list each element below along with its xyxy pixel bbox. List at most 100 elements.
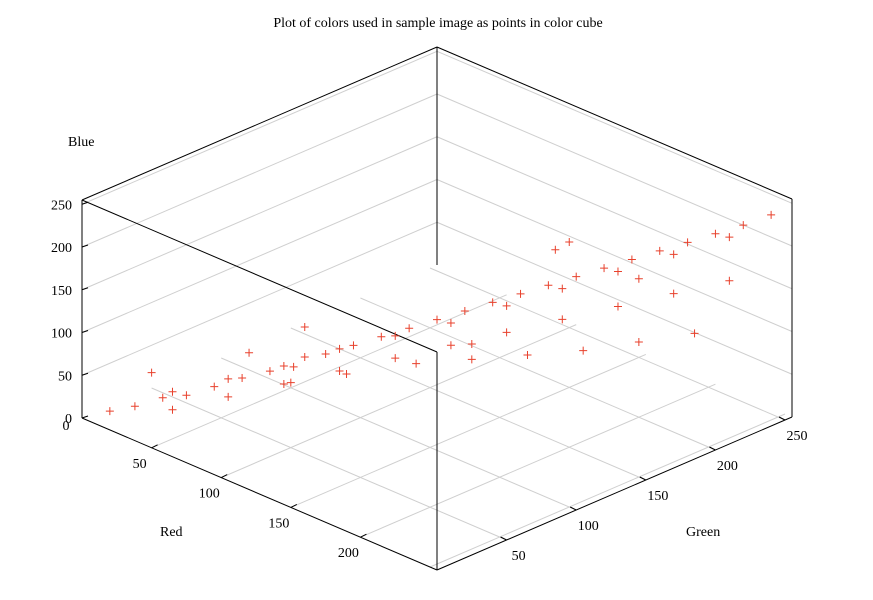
data-point: [300, 353, 309, 362]
data-point: [265, 367, 274, 376]
data-point: [238, 374, 247, 383]
top-back-right-line: [436, 46, 793, 200]
data-point: [725, 233, 734, 242]
green-tick-mark: [778, 416, 786, 421]
green-tick-label: 50: [512, 549, 526, 564]
grid-line-blue-left: [81, 93, 438, 248]
grid-line-blue-right: [436, 221, 793, 375]
data-point: [168, 387, 177, 396]
data-point: [224, 392, 233, 401]
grid-line-floor-red: [151, 294, 507, 449]
data-point: [279, 362, 288, 370]
grid-line-blue-left: [81, 136, 438, 291]
data-point: [405, 324, 414, 333]
z-tick-mark: [81, 201, 89, 205]
grid-line-blue-left: [81, 221, 438, 376]
grid-line-floor-red: [221, 324, 577, 479]
data-point: [558, 315, 567, 324]
data-point: [335, 344, 344, 353]
red-tick-label: 150: [268, 516, 289, 531]
data-point: [391, 331, 400, 340]
grid-line-blue-left: [81, 50, 438, 205]
data-point: [224, 374, 233, 383]
red-tick-label: 200: [338, 546, 359, 561]
z-tick-label: 0: [65, 412, 72, 427]
data-point: [446, 319, 455, 328]
data-point: [488, 298, 497, 307]
z-tick-mark: [81, 287, 89, 291]
x-axis-label: Red: [160, 525, 183, 540]
green-tick-label: 150: [647, 489, 668, 504]
z-tick-mark: [81, 415, 89, 419]
z-tick-label: 100: [51, 327, 72, 342]
red-tick-label: 50: [133, 457, 147, 472]
grid-line-floor-green: [290, 327, 647, 481]
data-point: [669, 289, 678, 298]
grid-line-blue-right: [436, 179, 793, 332]
red-tick-mark: [151, 444, 158, 449]
grid-line-blue-left: [81, 179, 438, 333]
data-point: [342, 370, 351, 379]
grid-line-floor-green: [151, 387, 507, 541]
data-point: [335, 367, 344, 376]
green-tick-mark: [569, 506, 577, 511]
data-point: [502, 301, 511, 310]
z-tick-mark: [81, 330, 89, 333]
data-point: [544, 281, 553, 290]
data-point: [572, 272, 581, 281]
data-point: [634, 338, 643, 346]
grid-line-blue-right: [436, 50, 793, 204]
red-tick-mark: [360, 533, 367, 538]
data-point: [158, 393, 167, 402]
data-point: [321, 349, 330, 358]
red-axis-line: [81, 417, 438, 571]
z-axis-label: Blue: [68, 135, 94, 150]
data-point: [349, 341, 358, 350]
data-point: [683, 238, 692, 247]
data-point: [690, 329, 699, 338]
data-point: [467, 339, 476, 348]
data-point: [613, 302, 622, 311]
data-point: [147, 368, 156, 377]
data-point: [377, 332, 386, 341]
data-point: [558, 284, 567, 293]
data-point: [739, 221, 748, 230]
z-tick-label: 150: [51, 284, 72, 299]
green-axis-line: [436, 416, 793, 571]
grid-line-floor-red: [290, 353, 647, 508]
data-point: [130, 402, 139, 411]
scatter-points: [105, 210, 776, 416]
data-point: [551, 245, 560, 254]
z-tick-mark: [81, 244, 89, 248]
data-point: [579, 346, 588, 355]
red-tick-label-zero: 0: [63, 419, 70, 434]
data-point: [627, 255, 636, 264]
data-point: [502, 328, 511, 337]
data-point: [412, 359, 421, 368]
data-point: [105, 407, 114, 416]
z-tick-label: 200: [51, 241, 72, 256]
green-tick-mark: [709, 446, 716, 451]
grid-line-floor-red: [360, 383, 716, 538]
z-tick-label: 250: [51, 198, 72, 213]
data-point: [300, 323, 309, 332]
data-point: [516, 289, 525, 298]
grid-line-floor-green: [429, 267, 786, 421]
green-tick-label: 200: [717, 459, 738, 474]
data-point: [634, 274, 643, 283]
data-point: [613, 267, 622, 276]
data-point: [711, 229, 720, 238]
data-point: [655, 246, 664, 255]
data-point: [669, 250, 678, 259]
red-tick-label: 100: [199, 487, 220, 502]
grid-line-floor-green: [360, 297, 716, 451]
grid-line-blue-right: [436, 93, 793, 247]
data-point: [433, 315, 441, 324]
data-point: [286, 378, 295, 387]
data-point: [600, 264, 609, 273]
data-point: [460, 307, 469, 316]
grid-line-blue-right: [436, 136, 793, 290]
y-axis-label: Green: [686, 525, 720, 540]
data-point: [467, 355, 476, 364]
